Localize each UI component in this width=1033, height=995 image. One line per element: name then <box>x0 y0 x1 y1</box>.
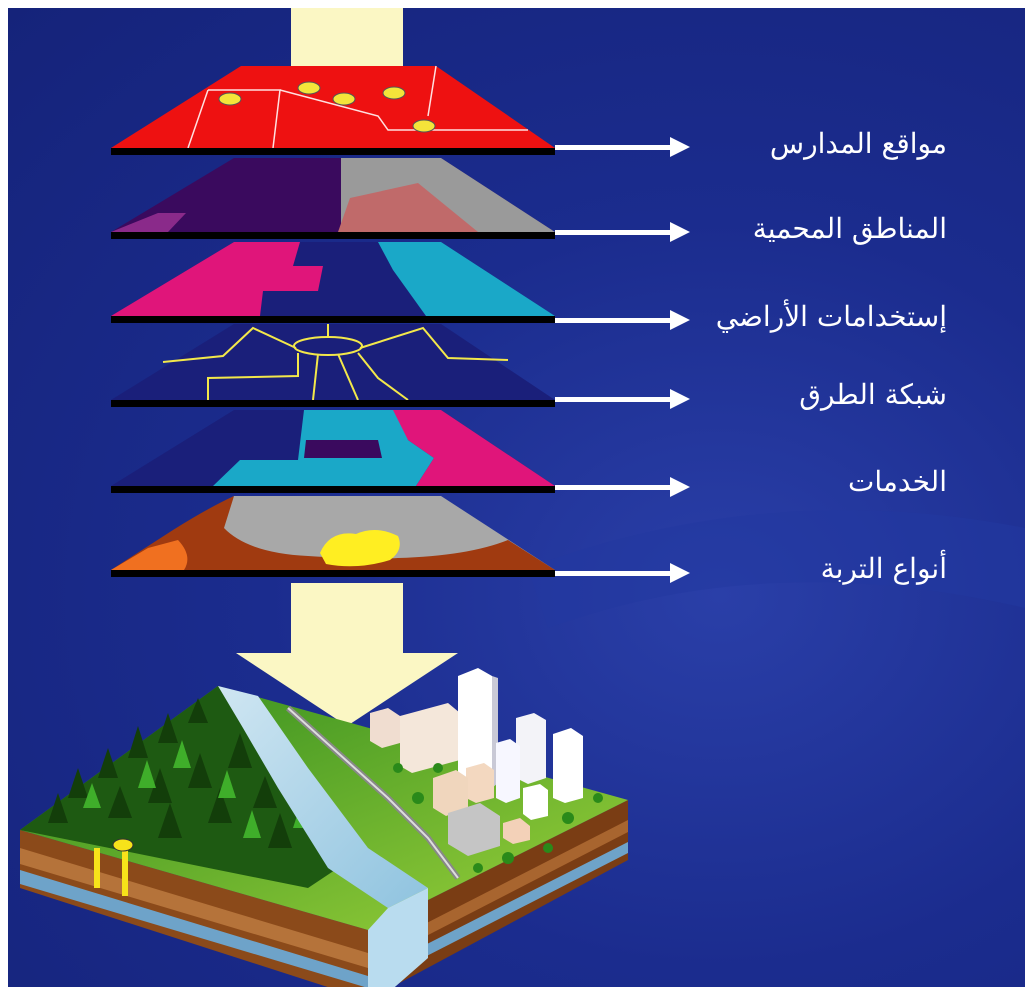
background-swoosh <box>528 510 1025 628</box>
label-schools: مواقع المدارس <box>769 127 947 160</box>
layer-landuse <box>111 242 555 323</box>
label-services: الخدمات <box>848 465 947 498</box>
city-buildings <box>370 668 583 856</box>
layer-soil <box>111 496 555 577</box>
layer-roads <box>111 324 555 407</box>
down-arrow <box>236 583 458 726</box>
pointer-arrows <box>555 137 690 583</box>
school-marker <box>412 119 436 133</box>
layer-schools <box>111 65 555 155</box>
label-protected-areas: المناطق المحمية <box>752 212 947 245</box>
diagram-canvas: مواقع المدارس المناطق المحمية إستخدامات … <box>8 8 1025 987</box>
school-marker <box>332 92 356 106</box>
layer-services <box>111 410 555 493</box>
school-marker <box>382 86 406 100</box>
terrain-block <box>20 668 628 987</box>
label-land-use: إستخدامات الأراضي <box>715 300 947 333</box>
label-road-network: شبكة الطرق <box>799 378 947 411</box>
layers-illustration <box>20 8 1025 987</box>
label-soil-types: أنواع التربة <box>820 552 947 585</box>
top-beam <box>291 8 403 68</box>
layer-protected <box>111 158 555 239</box>
school-marker <box>297 81 321 95</box>
school-marker <box>218 92 242 106</box>
